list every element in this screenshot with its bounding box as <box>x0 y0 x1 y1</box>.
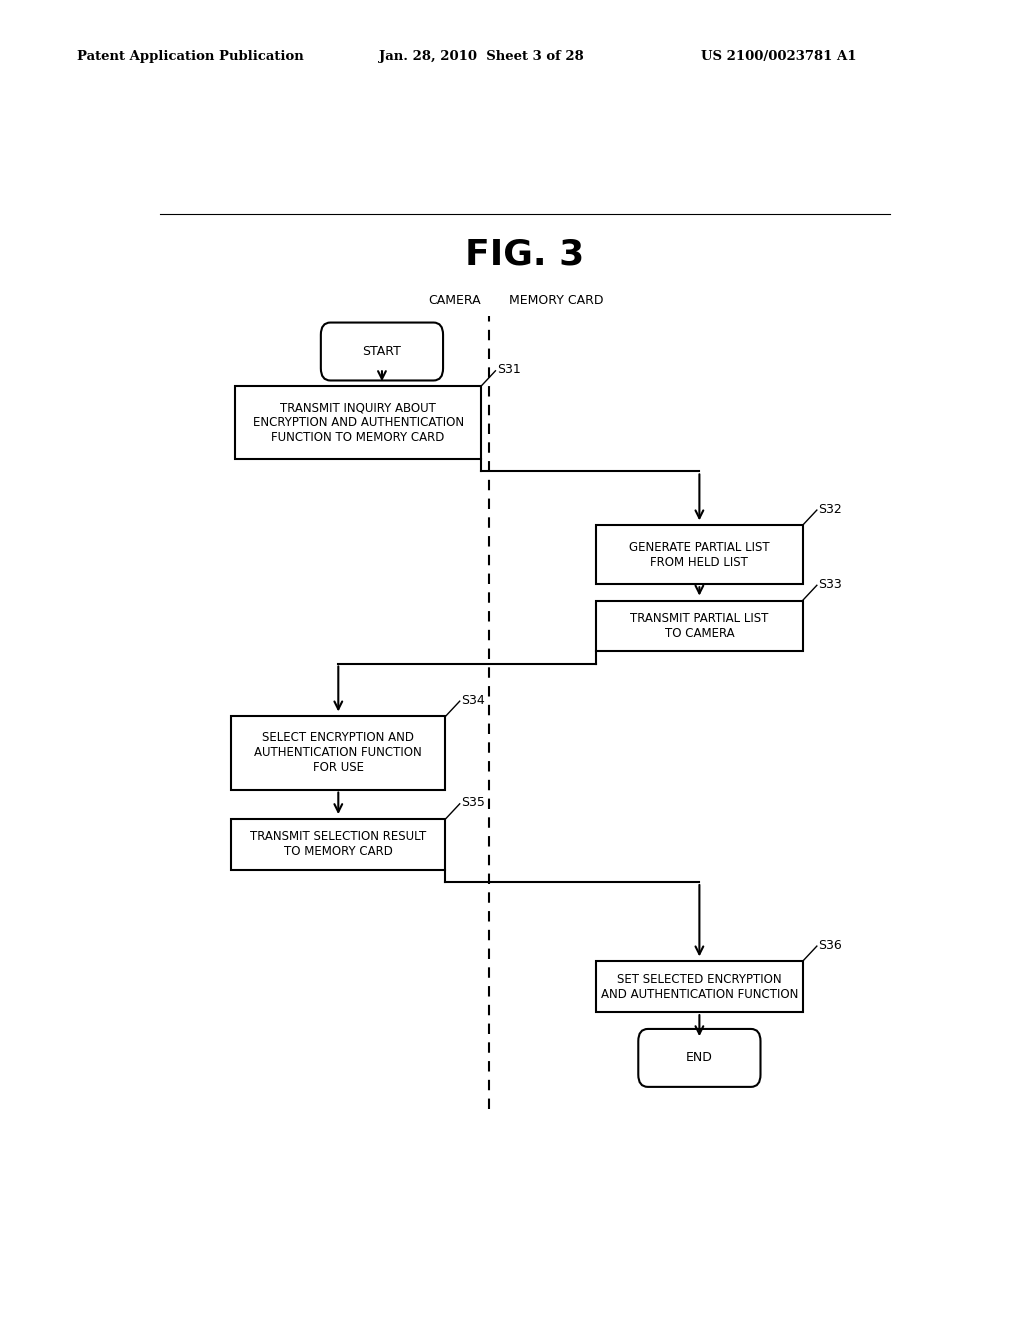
Text: FIG. 3: FIG. 3 <box>465 238 585 272</box>
Text: TRANSMIT SELECTION RESULT
TO MEMORY CARD: TRANSMIT SELECTION RESULT TO MEMORY CARD <box>250 830 426 858</box>
Text: CAMERA: CAMERA <box>428 294 481 308</box>
Bar <box>231 818 445 870</box>
Text: MEMORY CARD: MEMORY CARD <box>509 294 603 308</box>
Text: END: END <box>686 1052 713 1064</box>
Text: TRANSMIT INQUIRY ABOUT
ENCRYPTION AND AUTHENTICATION
FUNCTION TO MEMORY CARD: TRANSMIT INQUIRY ABOUT ENCRYPTION AND AU… <box>253 401 464 444</box>
Text: S31: S31 <box>497 363 521 376</box>
Text: US 2100/0023781 A1: US 2100/0023781 A1 <box>701 50 857 63</box>
Text: S36: S36 <box>818 939 842 952</box>
Text: TRANSMIT PARTIAL LIST
TO CAMERA: TRANSMIT PARTIAL LIST TO CAMERA <box>630 612 769 640</box>
Bar <box>596 601 803 651</box>
Text: S35: S35 <box>462 796 485 809</box>
Text: S34: S34 <box>462 693 485 706</box>
Bar <box>236 385 481 459</box>
FancyBboxPatch shape <box>321 322 443 380</box>
Text: S32: S32 <box>818 503 842 516</box>
Bar <box>596 961 803 1012</box>
Text: SET SELECTED ENCRYPTION
AND AUTHENTICATION FUNCTION: SET SELECTED ENCRYPTION AND AUTHENTICATI… <box>601 973 798 1001</box>
Text: SELECT ENCRYPTION AND
AUTHENTICATION FUNCTION
FOR USE: SELECT ENCRYPTION AND AUTHENTICATION FUN… <box>254 731 422 775</box>
Text: S33: S33 <box>818 578 842 591</box>
FancyBboxPatch shape <box>638 1030 761 1086</box>
Bar <box>596 525 803 585</box>
Text: Jan. 28, 2010  Sheet 3 of 28: Jan. 28, 2010 Sheet 3 of 28 <box>379 50 584 63</box>
Text: START: START <box>362 345 401 358</box>
Text: GENERATE PARTIAL LIST
FROM HELD LIST: GENERATE PARTIAL LIST FROM HELD LIST <box>629 541 770 569</box>
Bar <box>231 717 445 789</box>
Text: Patent Application Publication: Patent Application Publication <box>77 50 303 63</box>
